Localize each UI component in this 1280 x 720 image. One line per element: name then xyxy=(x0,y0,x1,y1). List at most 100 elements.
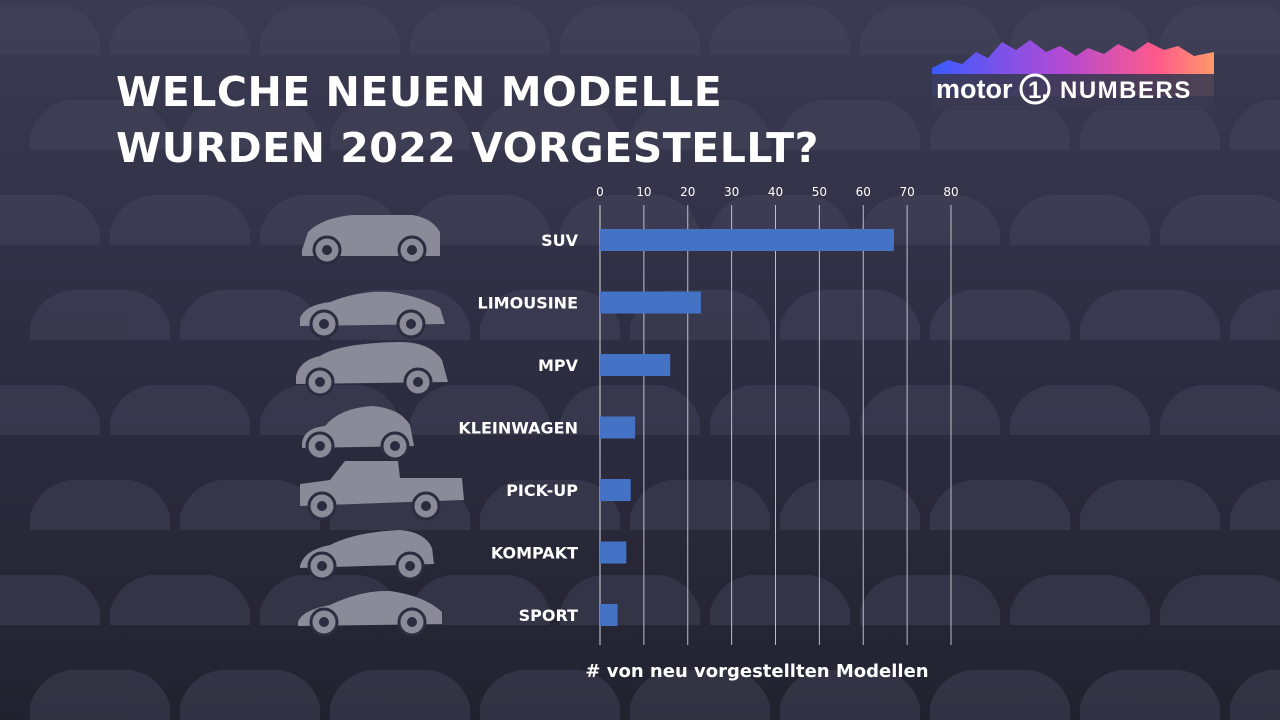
category-label: LIMOUSINE xyxy=(478,294,578,313)
x-tick-label: 80 xyxy=(943,185,958,199)
background-car-shape xyxy=(860,195,1000,245)
x-tick-label: 50 xyxy=(812,185,827,199)
background-car-shape xyxy=(480,480,620,530)
sports-car-icon xyxy=(298,590,442,637)
background-car-shape xyxy=(1010,5,1150,55)
bar xyxy=(600,416,636,439)
x-axis-label: # von neu vorgestellten Modellen xyxy=(585,661,928,682)
background-car-shape xyxy=(180,100,320,150)
bar xyxy=(600,479,631,501)
category-label: SUV xyxy=(541,231,579,250)
background-car-shape xyxy=(410,195,550,245)
pickup-truck-icon xyxy=(300,461,464,521)
background-car-shape xyxy=(260,5,400,55)
background-car-shape xyxy=(1010,575,1150,625)
logo-word: motor xyxy=(936,74,1013,104)
car-icons xyxy=(296,215,464,637)
title-line-1: WELCHE NEUEN MODELLE xyxy=(116,68,723,116)
background-car-shape xyxy=(180,480,320,530)
bar xyxy=(600,354,671,376)
bar xyxy=(600,541,627,564)
category-label: PICK-UP xyxy=(506,481,578,500)
category-label: KLEINWAGEN xyxy=(458,419,578,438)
background-car-shape xyxy=(1080,670,1220,720)
background-car-shape xyxy=(0,385,100,435)
background-car-shape xyxy=(30,670,170,720)
x-tick-label: 0 xyxy=(596,185,604,199)
background-car-shape xyxy=(710,5,850,55)
background-car-shape xyxy=(860,5,1000,55)
background-car-shape xyxy=(410,5,550,55)
background-car-shape xyxy=(330,100,470,150)
background-car-shape xyxy=(1080,480,1220,530)
background-car-shape xyxy=(930,670,1070,720)
background-car-shape xyxy=(110,5,250,55)
background-car-shape xyxy=(560,5,700,55)
mpv-car-icon xyxy=(296,342,448,397)
logo-suffix: NUMBERS xyxy=(1060,77,1192,104)
background-car-shape xyxy=(30,290,170,340)
bar xyxy=(600,604,618,626)
x-tick-label: 40 xyxy=(768,185,783,199)
background-car-shape xyxy=(630,100,770,150)
background-car-shape xyxy=(1160,385,1280,435)
background-car-shape xyxy=(710,385,850,435)
background-car-shape xyxy=(0,575,100,625)
logo-digit: 1. xyxy=(1028,77,1048,104)
background-car-shape xyxy=(110,195,250,245)
background-car-shape xyxy=(1010,195,1150,245)
background-car-shape xyxy=(560,575,700,625)
background-car-shape xyxy=(180,290,320,340)
background-car-shape xyxy=(330,670,470,720)
category-label: MPV xyxy=(538,356,579,375)
background-car-shape xyxy=(930,480,1070,530)
x-tick-label: 70 xyxy=(899,185,914,199)
background-car-shape xyxy=(1160,5,1280,55)
x-tick-label: 20 xyxy=(680,185,695,199)
background-car-shape xyxy=(480,290,620,340)
x-tick-label: 30 xyxy=(724,185,739,199)
page-title: WELCHE NEUEN MODELLE WURDEN 2022 VORGEST… xyxy=(116,64,819,176)
category-label: SPORT xyxy=(519,606,578,625)
background-car-shape xyxy=(480,100,620,150)
background-car-shape xyxy=(1230,290,1280,340)
background-car-shape xyxy=(1010,385,1150,435)
small-car-icon xyxy=(302,406,414,461)
background-car-shape xyxy=(1160,575,1280,625)
x-tick-label: 10 xyxy=(636,185,651,199)
background-car-shape xyxy=(1160,195,1280,245)
background-car-shape xyxy=(630,480,770,530)
background-car-shape xyxy=(780,290,920,340)
background-car-shape xyxy=(780,480,920,530)
background-car-shape xyxy=(410,575,550,625)
background-car-shape xyxy=(860,575,1000,625)
background-car-shape xyxy=(780,100,920,150)
background-car-shape xyxy=(1080,290,1220,340)
background-car-shape xyxy=(1230,480,1280,530)
background-car-shape xyxy=(710,575,850,625)
background-car-shape xyxy=(860,385,1000,435)
background-car-shape xyxy=(0,195,100,245)
suv-car-icon xyxy=(302,215,440,265)
background-car-shape xyxy=(630,670,770,720)
background-car-shape xyxy=(180,670,320,720)
background-car-shape xyxy=(560,385,700,435)
background-car-shape xyxy=(930,100,1070,150)
compact-car-icon xyxy=(300,530,434,581)
category-label: KOMPAKT xyxy=(491,544,578,563)
background-car-shape xyxy=(110,575,250,625)
background-car-shape xyxy=(110,385,250,435)
motor1-numbers-logo: motor 1. NUMBERS xyxy=(932,40,1214,110)
background-car-shape xyxy=(1080,100,1220,150)
background-car-shape xyxy=(780,670,920,720)
x-tick-label: 60 xyxy=(856,185,871,199)
background-car-shape xyxy=(30,480,170,530)
background-car-shape xyxy=(1230,670,1280,720)
title-line-2: WURDEN 2022 VORGESTELLT? xyxy=(116,124,819,172)
category-labels: SUV LIMOUSINE MPV KLEINWAGEN PICK-UP KOMPAKT S… xyxy=(458,231,578,625)
chart-gridlines xyxy=(643,205,952,645)
x-axis-ticks: 0 10 20 30 40 50 60 70 80 xyxy=(596,185,958,199)
sedan-car-icon xyxy=(300,291,445,339)
background-car-shape xyxy=(30,100,170,150)
